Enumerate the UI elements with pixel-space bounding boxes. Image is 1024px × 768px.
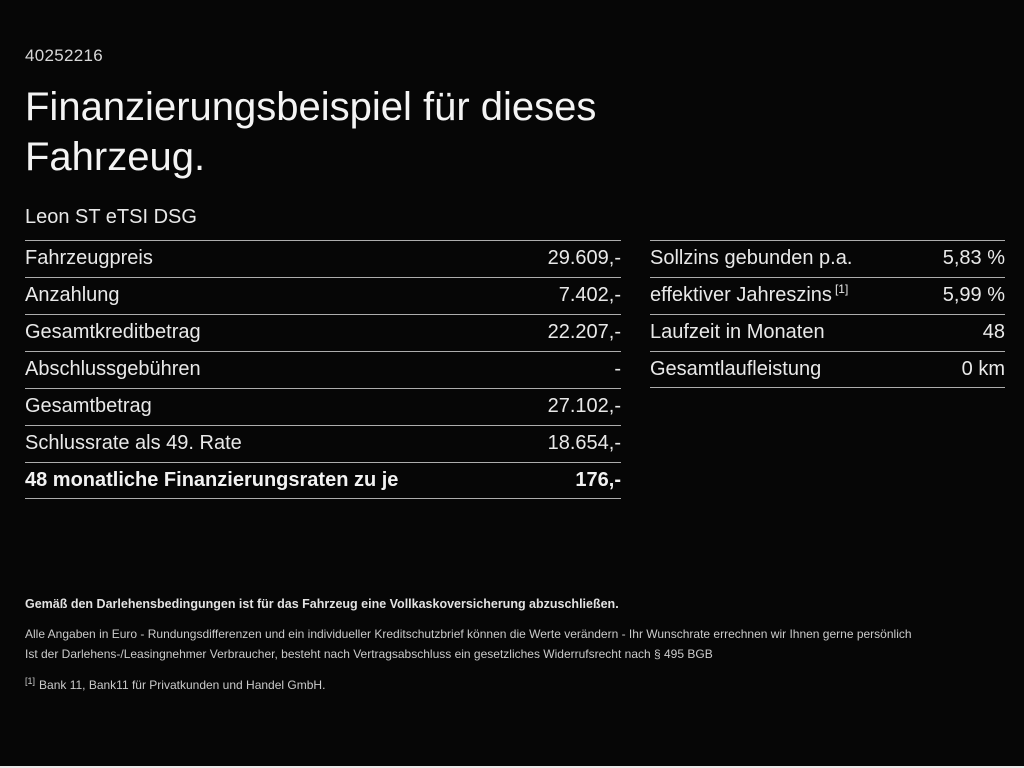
legal-footer: Gemäß den Darlehensbedingungen ist für d…	[25, 597, 999, 692]
table-row-gesamtlaufleistung: Gesamtlaufleistung 0 km	[650, 351, 1005, 388]
row-value: 176,-	[575, 469, 621, 491]
row-label: Gesamtbetrag	[25, 395, 152, 417]
row-label: Gesamtkreditbetrag	[25, 321, 201, 343]
table-row-laufzeit: Laufzeit in Monaten 48	[650, 314, 1005, 351]
table-row-effektiver-jahreszins: effektiver Jahreszins [1] 5,99 %	[650, 277, 1005, 314]
table-row-fahrzeugpreis: Fahrzeugpreis 29.609,-	[25, 240, 621, 277]
insurance-note: Gemäß den Darlehensbedingungen ist für d…	[25, 597, 619, 611]
row-label-text: effektiver Jahreszins	[650, 284, 832, 306]
row-label: Abschlussgebühren	[25, 358, 201, 380]
row-label: effektiver Jahreszins [1]	[650, 282, 849, 307]
table-row-sollzins: Sollzins gebunden p.a. 5,83 %	[650, 240, 1005, 277]
row-value: 22.207,-	[547, 321, 621, 343]
row-label: 48 monatliche Finanzierungsraten zu je	[25, 469, 399, 491]
row-value: 27.102,-	[547, 395, 621, 417]
footnote-text: Bank 11, Bank11 für Privatkunden und Han…	[39, 678, 326, 692]
footnote-marker: [1]	[25, 676, 36, 686]
row-label: Anzahlung	[25, 284, 120, 306]
disclaimer-line-2: Ist der Darlehens-/Leasingnehmer Verbrau…	[25, 647, 713, 661]
table-row-gesamtbetrag: Gesamtbetrag 27.102,-	[25, 388, 621, 425]
row-label: Laufzeit in Monaten	[650, 321, 825, 343]
row-value: 5,83 %	[942, 247, 1005, 269]
table-row-gesamtkreditbetrag: Gesamtkreditbetrag 22.207,-	[25, 314, 621, 351]
page-title: Finanzierungsbeispiel für dieses Fahrzeu…	[25, 85, 597, 179]
row-value: 5,99 %	[942, 284, 1005, 306]
row-label: Sollzins gebunden p.a.	[650, 247, 853, 269]
vehicle-model: Leon ST eTSI DSG	[25, 206, 197, 228]
row-value: 48	[982, 321, 1005, 343]
footnote-reference: [1]	[834, 282, 849, 297]
row-label: Fahrzeugpreis	[25, 247, 153, 269]
table-row-monatsrate: 48 monatliche Finanzierungsraten zu je 1…	[25, 462, 621, 499]
row-value: -	[614, 358, 621, 380]
row-value: 29.609,-	[547, 247, 621, 269]
row-value: 18.654,-	[547, 432, 621, 454]
bottom-border-strip	[0, 766, 1024, 768]
reference-number: 40252216	[25, 46, 104, 65]
disclaimer-line-1: Alle Angaben in Euro - Rundungsdifferenz…	[25, 627, 912, 641]
row-value: 7.402,-	[558, 284, 621, 306]
conditions-table: Sollzins gebunden p.a. 5,83 % effektiver…	[650, 240, 1005, 388]
row-value: 0 km	[961, 358, 1005, 380]
table-row-schlussrate: Schlussrate als 49. Rate 18.654,-	[25, 425, 621, 462]
footnote: [1] Bank 11, Bank11 für Privatkunden und …	[25, 676, 999, 692]
table-row-anzahlung: Anzahlung 7.402,-	[25, 277, 621, 314]
row-label: Schlussrate als 49. Rate	[25, 432, 242, 454]
finance-table: Fahrzeugpreis 29.609,- Anzahlung 7.402,-…	[25, 240, 621, 499]
table-row-abschlussgebuehren: Abschlussgebühren -	[25, 351, 621, 388]
row-label: Gesamtlaufleistung	[650, 358, 822, 380]
